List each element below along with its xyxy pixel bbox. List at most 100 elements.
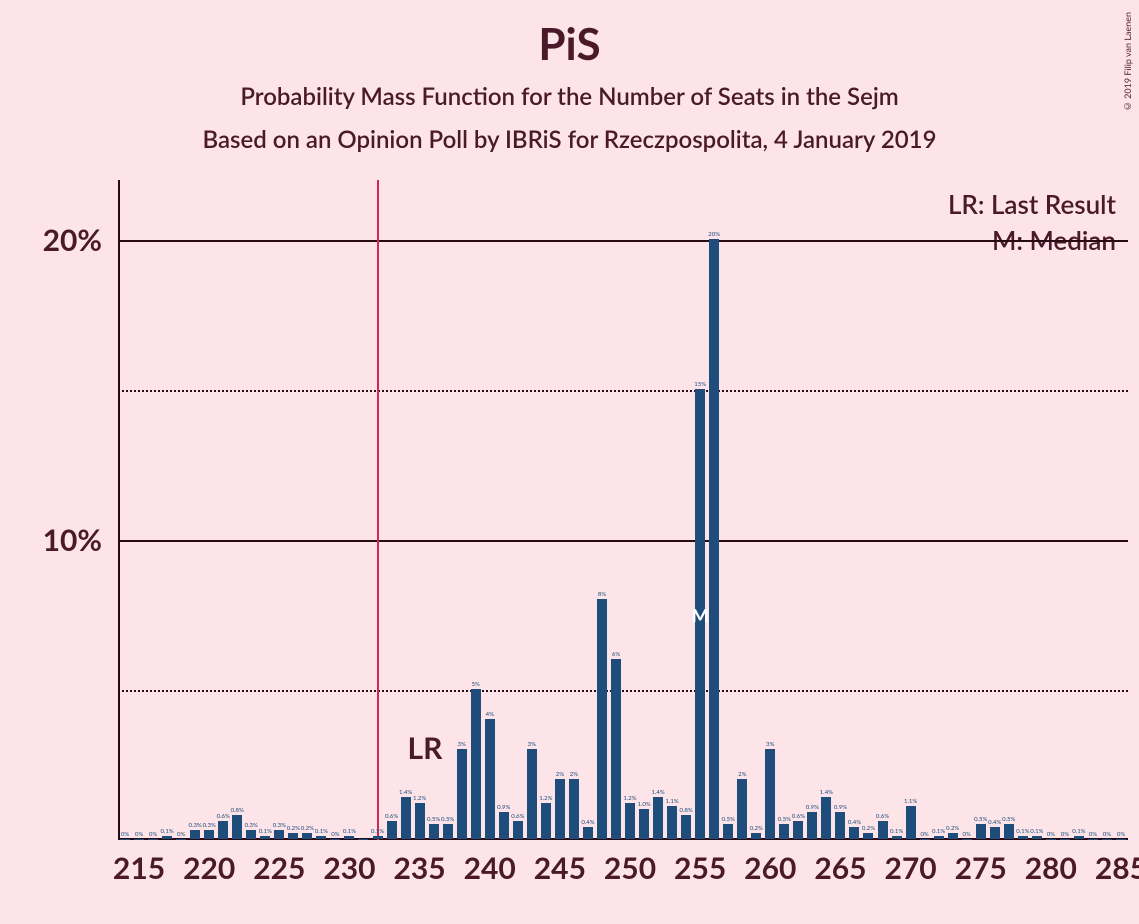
bar: 0.3% (246, 830, 256, 839)
bar: 0.6% (878, 821, 888, 839)
bar-value-label: 0.1% (1016, 828, 1029, 835)
bar: 0% (176, 839, 186, 840)
bar: 0.9% (835, 812, 845, 839)
bar-value-label: 0% (177, 831, 185, 838)
bar-value-label: 1.2% (413, 795, 426, 802)
bar: 4% (485, 719, 495, 839)
x-tick-label: 285 (1095, 850, 1139, 886)
plot-area: LR: Last Result M: Median 10%20%0%0%0%0.… (118, 180, 1128, 840)
bar-value-label: 2% (570, 771, 578, 778)
bar-value-label: 0.6% (217, 813, 230, 820)
bar: 0.1% (934, 836, 944, 839)
bar: 0.2% (948, 833, 958, 839)
bar: 0.6% (387, 821, 397, 839)
bar-value-label: 0.3% (203, 822, 216, 829)
bar: 0% (1046, 839, 1056, 840)
bar (358, 839, 368, 840)
bar: 0.3% (204, 830, 214, 839)
bar: 3% (527, 749, 537, 839)
bar-value-label: 1.0% (637, 801, 650, 808)
bar-value-label: 0.4% (848, 819, 861, 826)
bar-value-label: 0.3% (189, 822, 202, 829)
bar-value-label: 0.4% (581, 819, 594, 826)
bar-value-label: 0.6% (792, 813, 805, 820)
bar-value-label: 0.5% (974, 816, 987, 823)
bar: 2% (555, 779, 565, 839)
bar-value-label: 0.6% (385, 813, 398, 820)
bar-value-label: 1.1% (904, 798, 917, 805)
bar: 0% (134, 839, 144, 840)
bar: 2% (569, 779, 579, 839)
bar: 0.1% (1032, 836, 1042, 839)
bar-value-label: 0.8% (680, 807, 693, 814)
bar: 0.5% (429, 824, 439, 839)
bar: 0.2% (863, 833, 873, 839)
chart-subtitle: Probability Mass Function for the Number… (0, 70, 1139, 111)
x-tick-label: 235 (393, 850, 445, 886)
bar-value-label: 6% (612, 651, 620, 658)
bar-value-label: 0.1% (371, 828, 384, 835)
bar-value-label: 15% (694, 381, 706, 388)
bar-value-label: 0.5% (441, 816, 454, 823)
bar: 2% (737, 779, 747, 839)
bar-value-label: 0.1% (161, 828, 174, 835)
bar-value-label: 1.4% (651, 789, 664, 796)
gridline (118, 390, 1128, 392)
bar-value-label: 2% (556, 771, 564, 778)
last-result-line (377, 180, 379, 840)
bar: 0.2% (751, 833, 761, 839)
bar: 0.1% (260, 836, 270, 839)
bar: 0% (120, 839, 130, 840)
bar: 1.4% (653, 797, 663, 839)
bar: 1.4% (821, 797, 831, 839)
bar: 0.5% (1004, 824, 1014, 839)
bar-value-label: 0% (920, 831, 928, 838)
bar: 20% (709, 239, 719, 839)
bar-value-label: 0.5% (427, 816, 440, 823)
bar-value-label: 0% (1117, 831, 1125, 838)
bar-value-label: 0.2% (946, 825, 959, 832)
last-result-label: LR (408, 730, 443, 766)
bar-value-label: 5% (472, 681, 480, 688)
bar-value-label: 0% (149, 831, 157, 838)
bar: 0% (1060, 839, 1070, 840)
bar: 0.5% (723, 824, 733, 839)
x-tick-label: 250 (604, 850, 656, 886)
bar-value-label: 0.1% (343, 828, 356, 835)
bar: 1.2% (625, 803, 635, 839)
bar-value-label: 2% (738, 771, 746, 778)
bar: 0% (1088, 839, 1098, 840)
bar-value-label: 1.1% (666, 798, 679, 805)
x-tick-label: 280 (1025, 850, 1077, 886)
bar-value-label: 8% (598, 591, 606, 598)
x-tick-label: 215 (113, 850, 165, 886)
y-tick-label: 20% (43, 222, 102, 258)
bar-value-label: 0.9% (497, 804, 510, 811)
bar: 0.4% (990, 827, 1000, 839)
bar-value-label: 0.5% (778, 816, 791, 823)
bar: 3% (457, 749, 467, 839)
bar-value-label: 0.8% (231, 807, 244, 814)
bar-value-label: 1.4% (820, 789, 833, 796)
bar-value-label: 0.9% (806, 804, 819, 811)
bar-value-label: 3% (528, 741, 536, 748)
x-tick-label: 275 (955, 850, 1007, 886)
bar-value-label: 3% (458, 741, 466, 748)
bar: 0.4% (849, 827, 859, 839)
bar: 15% (695, 389, 705, 839)
bar: 8% (597, 599, 607, 839)
x-tick-label: 225 (253, 850, 305, 886)
bar-value-label: 0% (331, 831, 339, 838)
bar: 1.2% (415, 803, 425, 839)
bar-value-label: 0.2% (750, 825, 763, 832)
bar-value-label: 0% (1103, 831, 1111, 838)
x-tick-label: 265 (814, 850, 866, 886)
bar: 0.1% (316, 836, 326, 839)
bar-value-label: 0.5% (722, 816, 735, 823)
bar: 1.2% (541, 803, 551, 839)
bar: 0.5% (443, 824, 453, 839)
bar: 3% (765, 749, 775, 839)
bar-value-label: 0.3% (273, 822, 286, 829)
bar: 0.4% (583, 827, 593, 839)
bar: 0% (148, 839, 158, 840)
